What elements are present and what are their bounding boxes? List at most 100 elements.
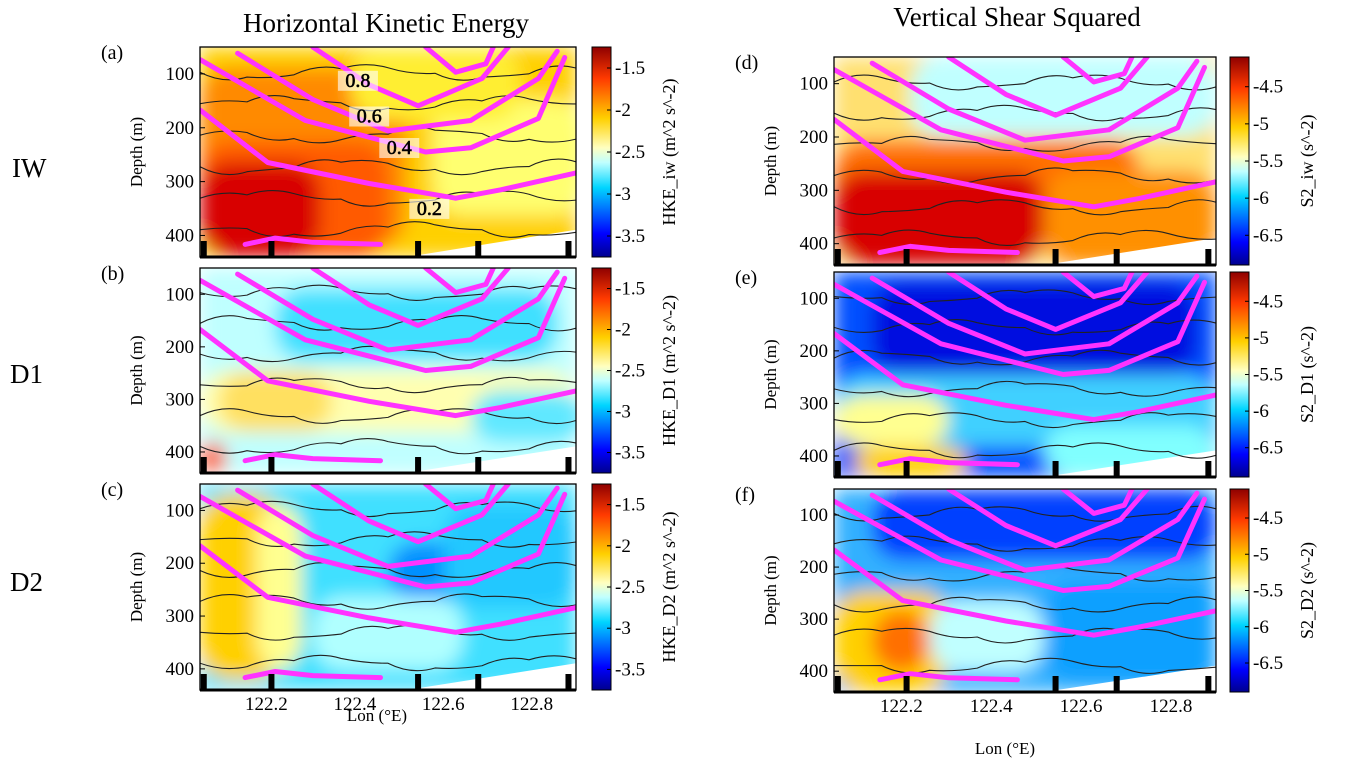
y-tick-label: 200 — [166, 118, 195, 139]
magenta-contours — [200, 268, 576, 464]
station-marker — [268, 457, 275, 473]
thin-contour-line — [834, 596, 1216, 613]
left-column-title: Horizontal Kinetic Energy — [243, 8, 529, 38]
colorbar-label: HKE_D1 (m^2 s^-2) — [659, 295, 680, 446]
station-marker — [1052, 676, 1059, 692]
thin-contour-line — [834, 657, 1216, 674]
magenta-contour-line — [834, 116, 1216, 210]
colorbar-tick-label: -3 — [615, 184, 631, 205]
heatmap-cell — [929, 600, 1045, 672]
right-column-title: Vertical Shear Squared — [893, 2, 1141, 32]
magenta-contour-line — [869, 490, 1200, 573]
heatmap-cell — [256, 504, 302, 670]
magenta-contours — [834, 57, 1216, 255]
y-tick-label: 400 — [166, 659, 195, 680]
thin-contour-line — [200, 126, 576, 144]
contour-label-bg — [337, 70, 378, 91]
y-tick-label: 400 — [800, 234, 829, 255]
row-label-d2: D2 — [10, 567, 43, 597]
y-tick-label: 200 — [800, 127, 829, 148]
magenta-contour-line — [834, 547, 1216, 638]
magenta-contour-line — [235, 48, 560, 134]
y-tick-label: 300 — [800, 393, 829, 414]
y-tick-label: 200 — [166, 337, 195, 358]
panel-c: (c) 100 200 300 400 Depth (m) 122.2 122.4 122.6 1… — [101, 479, 680, 715]
magenta-contour-line — [869, 273, 1200, 357]
thin-contour-line — [200, 654, 576, 672]
station-marker — [475, 457, 482, 473]
magenta-contour-line — [200, 55, 568, 155]
colorbar-tick-label: -2.5 — [615, 361, 645, 382]
magenta-contour-line — [423, 268, 496, 296]
station-marker — [1113, 249, 1120, 265]
station-marker — [1113, 461, 1120, 477]
magenta-contour-line — [242, 452, 383, 464]
panel-tag: (e) — [735, 267, 757, 289]
x-tick-label: 122.8 — [510, 694, 553, 715]
heatmap-cell — [872, 610, 930, 672]
contour-label-bg — [409, 198, 450, 219]
panel-a: (a) 0.8 0.60.4 0.2 100 200 300 400 Depth (m) -1.5… — [101, 42, 680, 259]
thin-contour-line — [200, 593, 576, 610]
station-marker — [200, 457, 207, 473]
station-marker — [834, 249, 841, 265]
magenta-contour-line — [235, 269, 560, 353]
panel-d: (d) 100 200 300 400 Depth (m) -4.5 -5 -5.5 -6 -6.5… — [735, 52, 1318, 267]
station-marker — [1052, 461, 1059, 477]
no-data-region — [406, 663, 576, 690]
heatmap-cell — [872, 282, 1197, 375]
colorbar-tick-label: -2.5 — [615, 142, 645, 163]
station-marker — [565, 457, 572, 473]
colorbar-tick-label: -5 — [1253, 114, 1269, 135]
station-marker — [475, 241, 482, 257]
colorbar-tick-label: -5 — [1253, 544, 1269, 565]
contour-label: 0.8 — [345, 70, 370, 92]
colorbar-tick-label: -6 — [1253, 617, 1269, 638]
magenta-contour-line — [946, 57, 1150, 118]
no-data-region — [1044, 237, 1216, 265]
x-tick-label: 122.8 — [1150, 696, 1193, 717]
magenta-contour-line — [235, 485, 560, 569]
station-marker — [903, 249, 910, 265]
y-tick-label: 100 — [166, 284, 195, 305]
y-axis-label: Depth (m) — [761, 339, 780, 409]
colorbar-tick-label: -4.5 — [1253, 77, 1283, 98]
magenta-contour-line — [834, 279, 1207, 377]
colorbar-tick-label: -5.5 — [1253, 581, 1283, 602]
colorbar-tick-label: -3.5 — [615, 659, 645, 680]
y-axis-label: Depth (m) — [127, 117, 146, 187]
colorbar-tick-label: -3 — [615, 618, 631, 639]
panel-tag: (b) — [101, 263, 124, 285]
station-marker — [415, 674, 422, 690]
panel-e: (e) 100 200 300 400 Depth (m) -4.5 -5 -5.5 -6 -6.5… — [735, 267, 1318, 479]
magenta-contour-line — [200, 275, 568, 373]
heatmap-field — [200, 47, 576, 257]
y-axis-label: Depth (m) — [761, 555, 780, 625]
y-tick-label: 200 — [800, 557, 829, 578]
thin-contour-line — [834, 505, 1216, 522]
y-tick-label: 300 — [800, 609, 829, 630]
no-data-region — [406, 446, 576, 473]
heatmap-cell — [834, 171, 1045, 265]
heatmap-field — [834, 272, 1216, 477]
y-tick-label: 200 — [166, 553, 195, 574]
station-marker — [268, 241, 275, 257]
magenta-contour-line — [310, 484, 511, 545]
colorbar-tick-label: -6.5 — [1253, 438, 1283, 459]
y-tick-label: 400 — [800, 661, 829, 682]
colorbar-tick-label: -1.5 — [615, 58, 645, 79]
colorbar-label: HKE_iw (m^2 s^-2) — [659, 79, 680, 226]
magenta-contour-line — [869, 58, 1200, 143]
y-tick-label: 300 — [166, 606, 195, 627]
magenta-contour-line — [242, 235, 383, 247]
magenta-contour-line — [310, 268, 511, 328]
colorbar-label: HKE_D2 (m^2 s^-2) — [659, 512, 680, 663]
x-tick-label: 122.2 — [880, 696, 923, 717]
thin-contour-line — [834, 627, 1216, 644]
y-tick-label: 400 — [800, 446, 829, 467]
colorbar-tick-label: -6 — [1253, 188, 1269, 209]
station-marker — [200, 674, 207, 690]
colorbar-tick-label: -5 — [1253, 328, 1269, 349]
x-tick-label: 122.6 — [422, 694, 465, 715]
colorbar-tick-label: -5.5 — [1253, 365, 1283, 386]
